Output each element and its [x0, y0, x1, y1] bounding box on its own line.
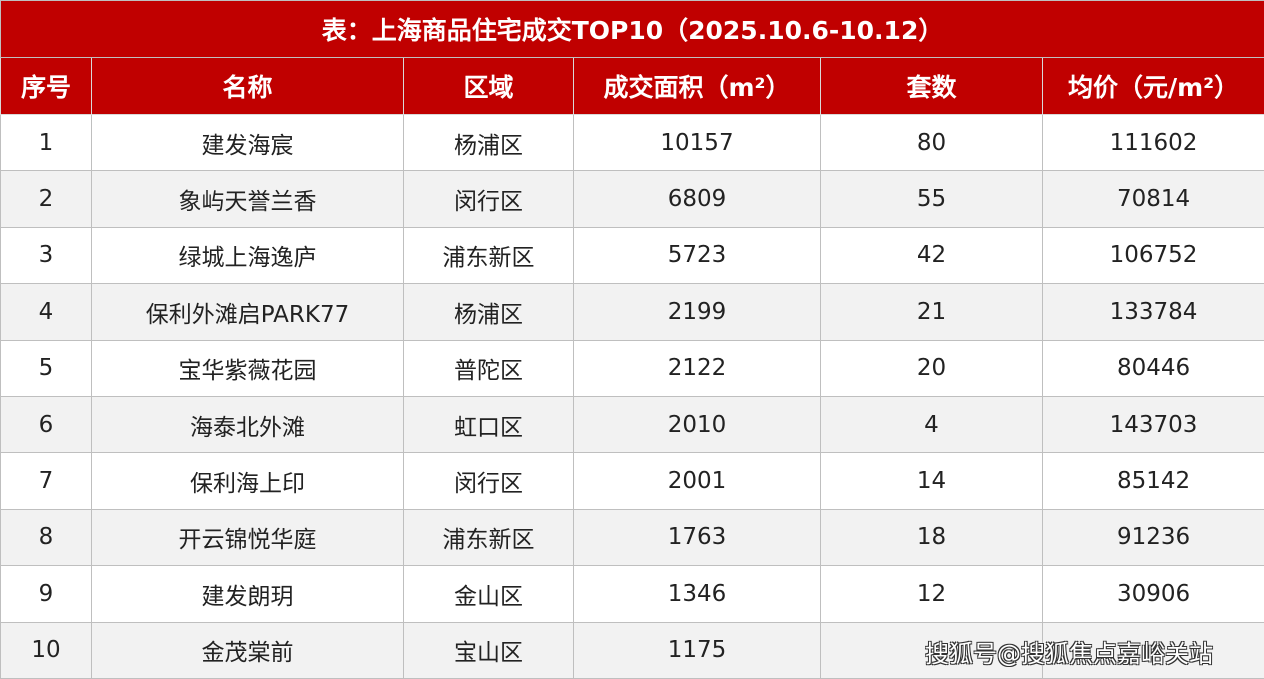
table-cell: 绿城上海逸庐 [92, 227, 404, 283]
table-cell: 杨浦区 [404, 284, 574, 340]
table-cell: 建发朗玥 [92, 566, 404, 622]
table-cell: 42 [821, 227, 1043, 283]
table-cell: 1346 [574, 566, 821, 622]
table-cell: 70814 [1043, 171, 1264, 227]
table-cell: 1 [1, 115, 92, 171]
table-cell: 闵行区 [404, 171, 574, 227]
column-header: 名称 [92, 58, 404, 115]
table-cell: 2001 [574, 453, 821, 509]
table-cell: 10 [1, 622, 92, 678]
table-cell: 浦东新区 [404, 227, 574, 283]
table-cell: 30906 [1043, 566, 1264, 622]
table-cell: 12 [821, 566, 1043, 622]
table-cell: 111602 [1043, 115, 1264, 171]
table-cell: 4 [821, 396, 1043, 452]
column-header: 区域 [404, 58, 574, 115]
table-cell: 6 [1, 396, 92, 452]
table-cell: 91236 [1043, 509, 1264, 565]
table-cell: 14 [821, 453, 1043, 509]
table-cell: 闵行区 [404, 453, 574, 509]
table-cell: 2 [1, 171, 92, 227]
table-cell: 4 [1, 284, 92, 340]
table-cell: 8 [1, 509, 92, 565]
table-cell: 浦东新区 [404, 509, 574, 565]
watermark: 搜狐号@搜狐焦点嘉峪关站 [925, 634, 1213, 669]
table-cell: 保利外滩启PARK77 [92, 284, 404, 340]
table-cell: 106752 [1043, 227, 1264, 283]
table-cell: 宝山区 [404, 622, 574, 678]
table-cell: 普陀区 [404, 340, 574, 396]
table-cell: 7 [1, 453, 92, 509]
table-cell: 6809 [574, 171, 821, 227]
table-cell: 宝华紫薇花园 [92, 340, 404, 396]
table-cell: 80 [821, 115, 1043, 171]
table-cell: 保利海上印 [92, 453, 404, 509]
table-cell: 开云锦悦华庭 [92, 509, 404, 565]
table-cell: 1763 [574, 509, 821, 565]
table-title: 表：上海商品住宅成交TOP10（2025.10.6-10.12） [1, 1, 1264, 58]
column-header: 套数 [821, 58, 1043, 115]
table-cell: 10157 [574, 115, 821, 171]
table-cell: 18 [821, 509, 1043, 565]
table-cell: 133784 [1043, 284, 1264, 340]
table-cell: 21 [821, 284, 1043, 340]
table-cell: 3 [1, 227, 92, 283]
table-cell: 143703 [1043, 396, 1264, 452]
table-cell: 虹口区 [404, 396, 574, 452]
table-cell: 1175 [574, 622, 821, 678]
table-cell: 5 [1, 340, 92, 396]
table-cell: 2199 [574, 284, 821, 340]
table-cell: 5723 [574, 227, 821, 283]
header-row: 序号名称区域成交面积（m²）套数均价（元/m²） [1, 58, 1264, 115]
table-cell: 80446 [1043, 340, 1264, 396]
table-cell: 9 [1, 566, 92, 622]
table-cell: 2122 [574, 340, 821, 396]
table-cell: 85142 [1043, 453, 1264, 509]
table-cell: 金茂棠前 [92, 622, 404, 678]
table-cell: 建发海宸 [92, 115, 404, 171]
column-header: 均价（元/m²） [1043, 58, 1264, 115]
table-cell: 20 [821, 340, 1043, 396]
column-header: 序号 [1, 58, 92, 115]
table-cell: 杨浦区 [404, 115, 574, 171]
table-cell: 55 [821, 171, 1043, 227]
table-cell: 金山区 [404, 566, 574, 622]
table-cell: 2010 [574, 396, 821, 452]
table-cell: 象屿天誉兰香 [92, 171, 404, 227]
table-cell: 海泰北外滩 [92, 396, 404, 452]
column-header: 成交面积（m²） [574, 58, 821, 115]
